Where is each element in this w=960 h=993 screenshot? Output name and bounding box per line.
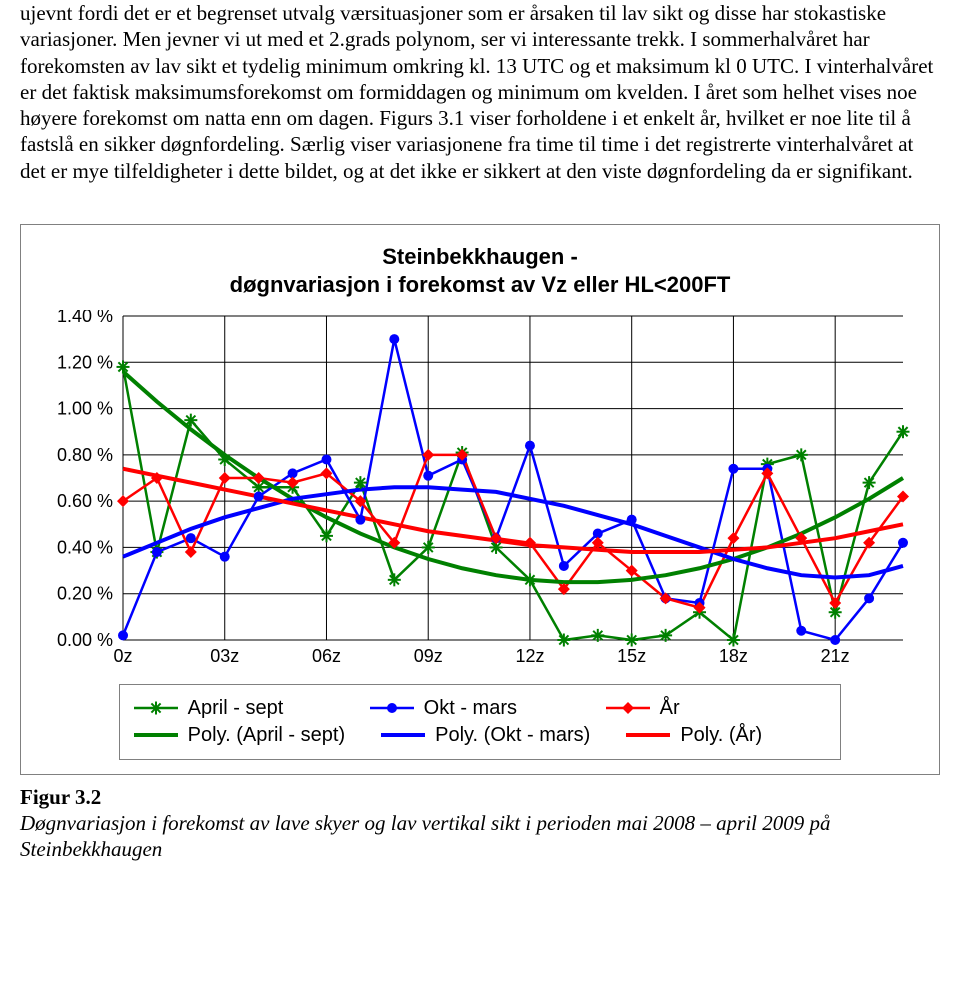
circle-marker <box>559 561 569 571</box>
line-chart: 0.00 % 0.20 % 0.40 % 0.60 % 0.80 % 1.00 % 1.20… <box>43 310 913 670</box>
legend-item-aar: År <box>606 697 806 720</box>
x-tick-label: 15z <box>617 646 646 666</box>
legend-item-poly-okt_mars: Poly. (Okt - mars) <box>381 724 590 747</box>
legend-item-poly-aar: Poly. (År) <box>626 724 826 747</box>
asterisk-marker <box>727 633 740 646</box>
x-tick-label: 18z <box>719 646 748 666</box>
y-tick-label: 1.40 % <box>57 310 113 326</box>
legend-item-okt_mars: Okt - mars <box>370 697 570 720</box>
x-tick-label: 03z <box>210 646 239 666</box>
circle-marker <box>186 533 196 543</box>
asterisk-marker <box>117 360 130 373</box>
asterisk-marker <box>863 476 876 489</box>
circle-marker <box>355 515 365 525</box>
circle-marker <box>898 538 908 548</box>
series-line-april_sept <box>123 367 903 640</box>
y-tick-label: 1.20 % <box>57 352 113 372</box>
x-tick-label: 0z <box>113 646 132 666</box>
asterisk-marker <box>388 573 401 586</box>
asterisk-marker <box>320 529 333 542</box>
legend-label: Okt - mars <box>424 697 517 720</box>
x-tick-label: 09z <box>414 646 443 666</box>
x-tick-label: 06z <box>312 646 341 666</box>
legend-label: År <box>660 697 680 720</box>
legend-label: Poly. (Okt - mars) <box>435 724 590 747</box>
chart-title: Steinbekkhaugen - døgnvariasjon i foreko… <box>43 243 917 300</box>
x-tick-label: 21z <box>821 646 850 666</box>
chart-title-line2: døgnvariasjon i forekomst av Vz eller HL… <box>230 272 731 297</box>
y-tick-label: 0.80 % <box>57 445 113 465</box>
legend-label: April - sept <box>188 697 284 720</box>
asterisk-marker <box>218 453 231 466</box>
asterisk-marker <box>795 448 808 461</box>
asterisk-marker <box>354 476 367 489</box>
legend-label: Poly. (År) <box>680 724 762 747</box>
circle-marker <box>254 491 264 501</box>
diamond-marker <box>219 472 231 484</box>
circle-marker <box>423 471 433 481</box>
asterisk-marker <box>422 541 435 554</box>
asterisk-marker <box>557 633 570 646</box>
circle-marker <box>220 552 230 562</box>
asterisk-marker <box>625 633 638 646</box>
circle-marker <box>627 515 637 525</box>
legend: April - sept Okt - mars År Poly. (April - … <box>119 684 842 760</box>
asterisk-marker <box>184 414 197 427</box>
asterisk-marker <box>659 629 672 642</box>
chart-title-line1: Steinbekkhaugen - <box>382 244 578 269</box>
circle-marker <box>728 464 738 474</box>
asterisk-marker <box>149 702 162 715</box>
circle-marker <box>796 626 806 636</box>
legend-label: Poly. (April - sept) <box>188 724 345 747</box>
asterisk-marker <box>897 425 910 438</box>
legend-item-april_sept: April - sept <box>134 697 334 720</box>
circle-marker <box>830 635 840 645</box>
circle-marker <box>389 334 399 344</box>
body-paragraph: ujevnt fordi det er et begrenset utvalg … <box>20 0 940 184</box>
x-tick-label: 12z <box>515 646 544 666</box>
y-tick-label: 0.00 % <box>57 630 113 650</box>
circle-marker <box>321 454 331 464</box>
asterisk-marker <box>591 629 604 642</box>
asterisk-marker <box>523 573 536 586</box>
circle-marker <box>152 547 162 557</box>
circle-marker <box>387 703 397 713</box>
chart-container: Steinbekkhaugen - døgnvariasjon i foreko… <box>20 224 940 775</box>
figure-caption: Døgnvariasjon i forekomst av lave skyer … <box>20 810 940 863</box>
diamond-marker <box>622 702 634 714</box>
y-tick-label: 0.60 % <box>57 491 113 511</box>
y-tick-label: 0.20 % <box>57 584 113 604</box>
figure-label: Figur 3.2 <box>20 785 940 810</box>
circle-marker <box>864 593 874 603</box>
circle-marker <box>525 441 535 451</box>
y-tick-label: 1.00 % <box>57 399 113 419</box>
series-line-okt_mars <box>123 339 903 640</box>
y-tick-label: 0.40 % <box>57 537 113 557</box>
circle-marker <box>118 630 128 640</box>
diamond-marker <box>727 532 739 544</box>
legend-item-poly-april_sept: Poly. (April - sept) <box>134 724 345 747</box>
